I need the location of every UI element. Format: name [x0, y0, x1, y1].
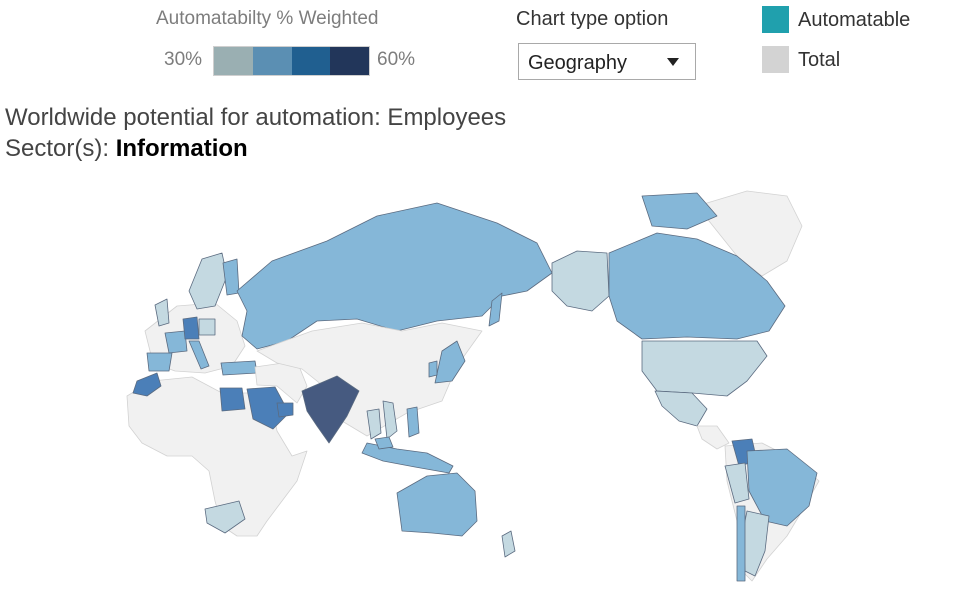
- region-south-korea[interactable]: [428, 360, 438, 378]
- legend-label-total: Total: [798, 49, 841, 71]
- region-morocco[interactable]: [132, 372, 162, 397]
- region-canada[interactable]: [608, 232, 786, 340]
- scale-step-4: [330, 47, 369, 75]
- region-brazil[interactable]: [746, 448, 818, 527]
- region-asia[interactable]: [256, 322, 483, 437]
- region-uae[interactable]: [276, 402, 294, 418]
- region-france[interactable]: [164, 330, 188, 354]
- region-greenland[interactable]: [696, 190, 803, 277]
- region-chile[interactable]: [736, 505, 746, 582]
- legend-min-label: 30%: [164, 49, 203, 70]
- region-italy[interactable]: [188, 340, 210, 370]
- scale-step-2: [252, 47, 292, 75]
- region-spain[interactable]: [146, 352, 173, 372]
- region-japan[interactable]: [434, 340, 466, 384]
- scale-step-3: [291, 47, 331, 75]
- region-germany[interactable]: [182, 316, 200, 340]
- scale-step-1: [214, 47, 253, 75]
- legend-swatch-automatable: [762, 6, 789, 33]
- legend-label-automatable: Automatable: [798, 9, 911, 31]
- map-countries: [126, 190, 820, 582]
- chart-title: Worldwide potential for automation: Empl…: [5, 104, 507, 131]
- region-india[interactable]: [301, 375, 360, 444]
- region-vietnam[interactable]: [382, 400, 398, 440]
- chart-subtitle: Sector(s): Information: [5, 135, 248, 163]
- region-new-zealand[interactable]: [501, 530, 516, 558]
- region-kamchatka[interactable]: [488, 292, 503, 327]
- region-egypt[interactable]: [219, 387, 246, 412]
- subtitle-prefix: Sector(s):: [5, 135, 110, 162]
- region-indonesia[interactable]: [361, 442, 454, 474]
- region-usa[interactable]: [641, 340, 768, 397]
- region-alaska[interactable]: [551, 250, 610, 312]
- region-uk[interactable]: [154, 298, 170, 327]
- chart-type-label: Chart type option: [516, 8, 669, 30]
- color-scale-bar: [213, 46, 370, 76]
- region-saudi-arabia[interactable]: [246, 386, 290, 430]
- chevron-down-icon: [667, 58, 679, 66]
- legend-max-label: 60%: [377, 49, 416, 70]
- legend-swatch-total: [762, 46, 789, 73]
- region-thailand[interactable]: [366, 408, 382, 440]
- region-canada-islands[interactable]: [641, 192, 718, 230]
- region-poland[interactable]: [198, 318, 216, 336]
- region-south-africa[interactable]: [204, 500, 246, 534]
- region-malaysia[interactable]: [374, 436, 394, 450]
- world-map: [97, 181, 821, 596]
- region-australia[interactable]: [396, 472, 478, 537]
- region-turkey[interactable]: [220, 360, 258, 376]
- legend-title: Automatabilty % Weighted: [156, 8, 379, 29]
- subtitle-sector: Information: [115, 135, 248, 162]
- region-philippines[interactable]: [406, 406, 420, 438]
- chart-type-value: Geography: [528, 52, 627, 74]
- chart-type-select[interactable]: Geography: [518, 43, 696, 80]
- region-central-america[interactable]: [696, 425, 730, 450]
- region-peru[interactable]: [724, 462, 750, 504]
